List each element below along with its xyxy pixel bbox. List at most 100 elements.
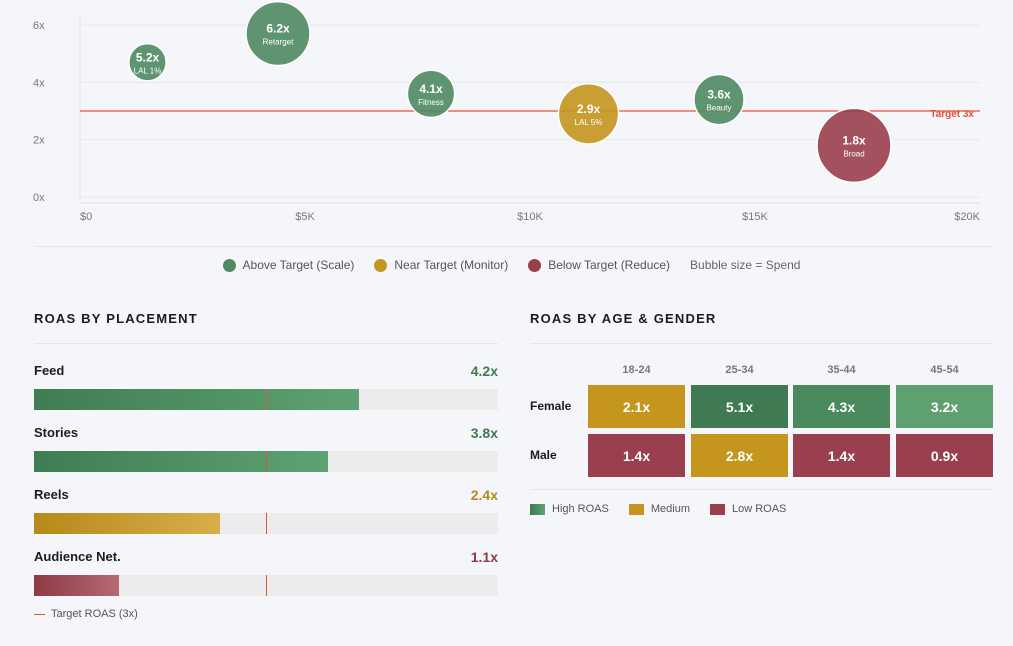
placement-bar-track: [34, 513, 498, 534]
heatmap-legend-medium-label: Medium: [650, 503, 690, 515]
bubble-lal-1-: [128, 42, 167, 82]
legend-above: Above Target (Scale): [222, 258, 355, 272]
bubble-name-label: Broad: [843, 149, 864, 158]
placement-title: ROAS BY PLACEMENT: [34, 311, 198, 326]
placement-row-stories: Stories 3.8x: [34, 425, 498, 472]
legend-below-label: Below Target (Reduce): [548, 258, 671, 272]
heatmap-column-header: 25-34: [725, 364, 754, 376]
heatmap-cell: 0.9x: [896, 434, 993, 477]
heatmap-cell: 2.1x: [588, 385, 685, 428]
x-tick-label: $20K: [954, 211, 980, 223]
heatmap-divider: [530, 343, 993, 344]
heatmap-legend-medium: Medium: [628, 503, 690, 515]
legend-above-label: Above Target (Scale): [242, 258, 355, 272]
placement-bar-track: [34, 575, 498, 596]
heatmap-cell: 3.2x: [896, 385, 993, 428]
x-tick-label: $5K: [295, 211, 315, 223]
bubble-broad: [816, 107, 892, 184]
heatmap-row-label: Male: [530, 448, 557, 462]
heatmap-title: ROAS BY AGE & GENDER: [530, 311, 717, 326]
x-tick-label: $10K: [517, 211, 543, 223]
bubble-value-label: 5.2x: [136, 50, 160, 64]
bubble-fitness: [406, 69, 456, 119]
placement-value: 1.1x: [470, 549, 498, 565]
placement-row-head: Stories 3.8x: [34, 425, 498, 445]
bubble-name-label: Retarget: [263, 38, 294, 47]
placement-label: Stories: [34, 425, 79, 440]
placement-value: 4.2x: [470, 363, 498, 379]
heatmap-legend-low-label: Low ROAS: [731, 503, 787, 515]
bubble-legend: Above Target (Scale) Near Target (Monito…: [0, 258, 1013, 272]
bubble-name-label: Beauty: [707, 104, 732, 113]
placement-label: Reels: [34, 487, 69, 502]
placement-divider: [34, 343, 498, 344]
placement-row-head: Audience Net. 1.1x: [34, 549, 498, 569]
placement-bar-fill: [34, 451, 328, 472]
placement-value: 3.8x: [470, 425, 498, 441]
placement-row-reels: Reels 2.4x: [34, 487, 498, 534]
bubble-value-label: 2.9x: [577, 102, 601, 116]
heatmap-cell: 2.8x: [691, 434, 788, 477]
placement-target-marker: [266, 513, 267, 534]
placement-value: 2.4x: [470, 487, 498, 503]
legend-above-dot: [222, 258, 236, 272]
placement-bar-track: [34, 451, 498, 472]
placement-bar-fill: [34, 513, 220, 534]
bubble-beauty: [693, 73, 745, 126]
target-line-label: Target 3x: [930, 109, 974, 120]
bubble-name-label: LAL 5%: [575, 118, 603, 127]
placement-row-head: Reels 2.4x: [34, 487, 498, 507]
placement-bar-fill: [34, 389, 359, 410]
heatmap-legend-low-swatch: [709, 503, 725, 515]
legend-near-label: Near Target (Monitor): [394, 258, 509, 272]
heatmap-cell: 4.3x: [793, 385, 890, 428]
heatmap-legend-high-swatch: [530, 503, 545, 515]
bubble-value-label: 3.6x: [707, 88, 731, 102]
heatmap-cell: 1.4x: [793, 434, 890, 477]
heatmap-column-header: 45-54: [930, 364, 959, 376]
target-roas-swatch: [34, 613, 45, 615]
legend-near-dot: [374, 258, 388, 272]
bubble-value-label: 6.2x: [266, 22, 290, 36]
heatmap-column-header: 35-44: [827, 364, 856, 376]
heatmap-legend-low: Low ROAS: [709, 503, 787, 515]
target-roas-legend: Target ROAS (3x): [34, 608, 138, 620]
legend-below-dot: [528, 258, 542, 272]
y-tick-label: 4x: [33, 77, 45, 89]
x-tick-label: $15K: [742, 211, 768, 223]
placement-target-marker: [266, 451, 267, 472]
heatmap-cell: 5.1x: [691, 385, 788, 428]
placement-bar-track: [34, 389, 498, 410]
heatmap-legend-high-label: High ROAS: [552, 503, 609, 515]
placement-row-feed: Feed 4.2x: [34, 363, 498, 410]
x-tick-label: $0: [80, 211, 92, 223]
heatmap-legend-high: High ROAS: [530, 503, 609, 515]
target-roas-legend-label: Target ROAS (3x): [51, 608, 138, 620]
y-tick-label: 2x: [33, 135, 45, 147]
bubble-name-label: LAL 1%: [134, 66, 162, 75]
y-tick-label: 0x: [33, 192, 45, 204]
chart-divider: [34, 246, 992, 247]
heatmap-legend-medium-swatch: [628, 503, 644, 515]
placement-target-marker: [266, 575, 267, 596]
bubble-chart: 6x 4x 2x 0x $0 $5K $10K $15K $20K Target 3x 5.2x LA…: [33, 0, 981, 223]
heatmap-row-label: Female: [530, 399, 572, 413]
y-tick-label: 6x: [33, 20, 45, 32]
heatmap-cell: 1.4x: [588, 434, 685, 477]
placement-row-audience-net: Audience Net. 1.1x: [34, 549, 498, 596]
placement-label: Audience Net.: [34, 549, 121, 564]
bubble-lal-5-: [557, 83, 620, 145]
placement-label: Feed: [34, 363, 65, 378]
placement-target-marker: [266, 389, 267, 410]
bubble-name-label: Fitness: [418, 98, 444, 107]
bubble-value-label: 1.8x: [842, 133, 866, 147]
placement-row-head: Feed 4.2x: [34, 363, 498, 383]
legend-bubble-size-note: Bubble size = Spend: [690, 258, 801, 272]
legend-below: Below Target (Reduce): [528, 258, 670, 272]
bubble-retarget: [245, 0, 311, 67]
heatmap-legend: High ROAS Medium Low ROAS: [530, 503, 806, 515]
heatmap-bottom-divider: [530, 489, 993, 490]
legend-near: Near Target (Monitor): [374, 258, 508, 272]
placement-bar-fill: [34, 575, 120, 596]
heatmap-column-header: 18-24: [622, 364, 651, 376]
